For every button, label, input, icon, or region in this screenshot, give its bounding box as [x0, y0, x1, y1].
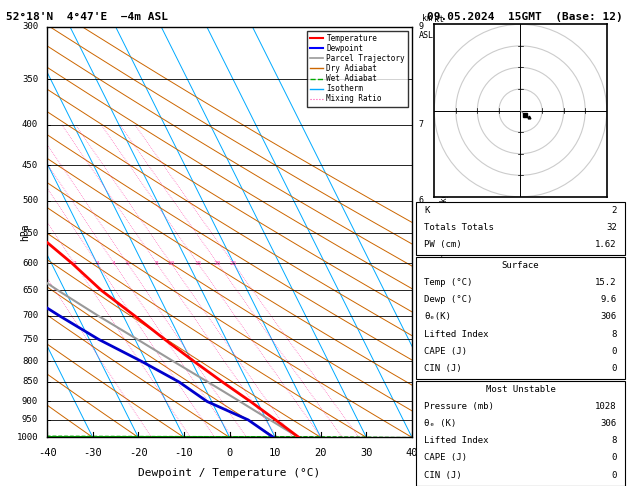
Text: CAPE (J): CAPE (J) — [424, 347, 467, 356]
Text: 20: 20 — [214, 260, 221, 266]
Text: CAPE (J): CAPE (J) — [424, 453, 467, 463]
Text: Most Unstable: Most Unstable — [486, 385, 555, 394]
Text: 9.6: 9.6 — [601, 295, 617, 304]
Text: 950: 950 — [22, 416, 38, 424]
Text: 2: 2 — [611, 206, 617, 215]
Text: LCL: LCL — [418, 416, 433, 424]
Text: 2: 2 — [72, 260, 76, 266]
Text: 52°18'N  4°47'E  −4m ASL: 52°18'N 4°47'E −4m ASL — [6, 12, 169, 22]
Text: Mixing Ratio (g/kg): Mixing Ratio (g/kg) — [440, 188, 449, 276]
Text: PW (cm): PW (cm) — [424, 240, 462, 249]
Text: 7: 7 — [418, 121, 423, 129]
Bar — [416, 257, 625, 379]
Text: Surface: Surface — [502, 261, 539, 270]
Text: 32: 32 — [606, 223, 617, 232]
Text: 25: 25 — [230, 260, 237, 266]
Text: 750: 750 — [22, 335, 38, 344]
Text: 800: 800 — [22, 357, 38, 366]
Text: hPa: hPa — [20, 223, 30, 241]
Text: 5: 5 — [125, 260, 129, 266]
Text: 1: 1 — [418, 397, 423, 406]
Text: θₑ (K): θₑ (K) — [424, 419, 457, 428]
Text: 3: 3 — [95, 260, 99, 266]
Text: 0: 0 — [611, 453, 617, 463]
Text: Dewp (°C): Dewp (°C) — [424, 295, 472, 304]
Text: 400: 400 — [22, 121, 38, 129]
Text: 4: 4 — [112, 260, 116, 266]
Text: 850: 850 — [22, 378, 38, 386]
Text: 40: 40 — [406, 448, 418, 458]
Text: ASL: ASL — [419, 31, 434, 40]
Text: 15.2: 15.2 — [595, 278, 617, 287]
Text: 2: 2 — [418, 357, 423, 366]
Text: Pressure (mb): Pressure (mb) — [424, 402, 494, 411]
Bar — [416, 381, 625, 486]
Text: 4: 4 — [418, 259, 423, 268]
Text: 900: 900 — [22, 397, 38, 406]
Text: Lifted Index: Lifted Index — [424, 330, 489, 339]
Text: Totals Totals: Totals Totals — [424, 223, 494, 232]
Text: 550: 550 — [22, 229, 38, 238]
Text: 10: 10 — [167, 260, 175, 266]
Text: 09.05.2024  15GMT  (Base: 12): 09.05.2024 15GMT (Base: 12) — [427, 12, 623, 22]
Text: 20: 20 — [314, 448, 327, 458]
Bar — [416, 202, 625, 256]
Text: 600: 600 — [22, 259, 38, 268]
Text: 0: 0 — [611, 347, 617, 356]
Text: 1000: 1000 — [16, 433, 38, 442]
Text: K: K — [424, 206, 430, 215]
Text: -20: -20 — [129, 448, 148, 458]
Text: 450: 450 — [22, 160, 38, 170]
Text: 30: 30 — [360, 448, 372, 458]
Text: 700: 700 — [22, 311, 38, 320]
Text: 0: 0 — [611, 470, 617, 480]
Text: CIN (J): CIN (J) — [424, 470, 462, 480]
Text: 350: 350 — [22, 75, 38, 84]
Text: 0: 0 — [611, 364, 617, 373]
Text: 500: 500 — [22, 196, 38, 206]
Text: 306: 306 — [601, 312, 617, 321]
Text: 306: 306 — [601, 419, 617, 428]
Text: Temp (°C): Temp (°C) — [424, 278, 472, 287]
Text: -40: -40 — [38, 448, 57, 458]
Text: 300: 300 — [22, 22, 38, 31]
Text: CIN (J): CIN (J) — [424, 364, 462, 373]
Text: 8: 8 — [611, 436, 617, 445]
Text: 650: 650 — [22, 286, 38, 295]
Text: θₑ(K): θₑ(K) — [424, 312, 451, 321]
Text: 10: 10 — [269, 448, 281, 458]
Text: 15: 15 — [194, 260, 201, 266]
Text: 8: 8 — [155, 260, 159, 266]
Text: kt: kt — [434, 15, 444, 24]
Text: Dewpoint / Temperature (°C): Dewpoint / Temperature (°C) — [138, 468, 321, 478]
Text: 3: 3 — [418, 311, 423, 320]
Text: Lifted Index: Lifted Index — [424, 436, 489, 445]
Text: -30: -30 — [84, 448, 102, 458]
Text: km: km — [421, 14, 431, 23]
Legend: Temperature, Dewpoint, Parcel Trajectory, Dry Adiabat, Wet Adiabat, Isotherm, Mi: Temperature, Dewpoint, Parcel Trajectory… — [306, 31, 408, 106]
Text: -10: -10 — [175, 448, 193, 458]
Text: 0: 0 — [226, 448, 233, 458]
Text: 6: 6 — [418, 196, 423, 206]
Text: 1028: 1028 — [595, 402, 617, 411]
Text: 8: 8 — [611, 330, 617, 339]
Text: 1.62: 1.62 — [595, 240, 617, 249]
Text: 9: 9 — [418, 22, 423, 31]
